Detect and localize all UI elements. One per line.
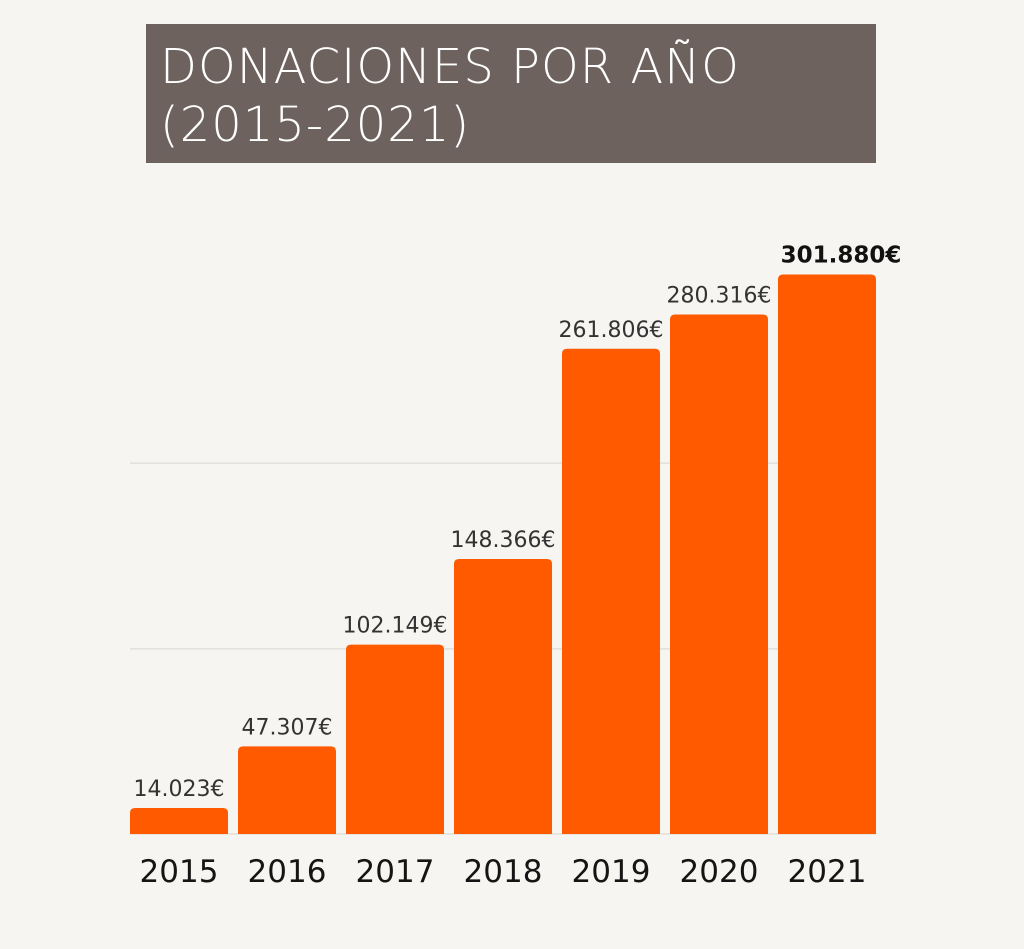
value-label-2019: 261.806€ [559, 318, 664, 343]
category-label-2018: 2018 [464, 854, 543, 890]
chart-title-box: DONACIONES POR AÑO (2015-2021) [146, 24, 876, 163]
value-label-2018: 148.366€ [451, 528, 556, 553]
value-label-2015: 14.023€ [134, 777, 225, 802]
category-label-2019: 2019 [572, 854, 651, 890]
category-label-2017: 2017 [356, 854, 435, 890]
value-label-2017: 102.149€ [343, 614, 448, 639]
value-label-2016: 47.307€ [242, 715, 333, 740]
category-label-2020: 2020 [680, 854, 759, 890]
chart-title-line-1: DONACIONES POR AÑO [160, 39, 740, 95]
value-label-2021: 301.880€ [781, 243, 902, 269]
bar-2018 [454, 559, 552, 834]
category-label-2021: 2021 [788, 854, 867, 890]
bar-2021 [778, 274, 876, 834]
bar-2020 [670, 314, 768, 834]
bar-2019 [562, 348, 660, 834]
category-label-2015: 2015 [140, 854, 219, 890]
category-label-2016: 2016 [248, 854, 327, 890]
bar-2017 [346, 644, 444, 834]
chart-title-line-2: (2015-2021) [160, 97, 471, 153]
value-label-2020: 280.316€ [667, 283, 772, 308]
bar-2016 [238, 746, 336, 834]
bar-2015 [130, 808, 228, 834]
